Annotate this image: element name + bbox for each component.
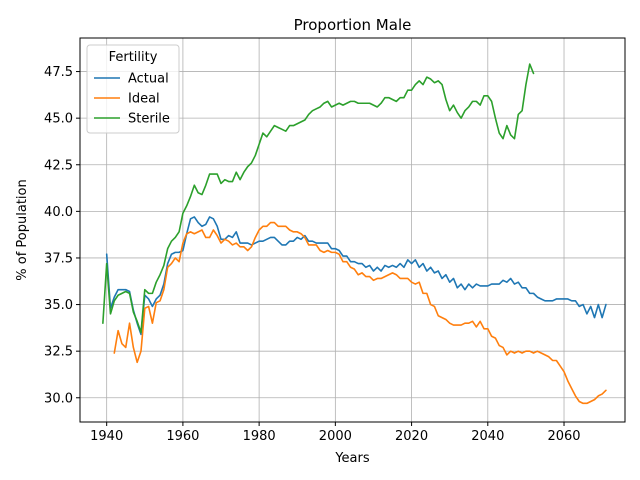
- legend: Fertility Actual Ideal Sterile: [86, 44, 180, 134]
- series-line-actual: [105, 216, 607, 336]
- series-layer: [102, 63, 607, 405]
- x-tick-label: 2000: [319, 429, 352, 444]
- y-tick-label: 32.5: [44, 345, 73, 360]
- y-axis: 30.0 32.5 35.0 37.5 40.0 42.5 45.0 47.5: [44, 65, 80, 406]
- legend-label-actual: Actual: [128, 72, 169, 87]
- x-tick-label: 2060: [547, 429, 580, 444]
- y-tick-label: 37.5: [44, 251, 73, 266]
- y-axis-label: % of Population: [15, 179, 30, 280]
- y-tick-label: 42.5: [44, 158, 73, 173]
- legend-label-sterile: Sterile: [128, 112, 170, 127]
- legend-items: Actual Ideal Sterile: [94, 72, 170, 127]
- y-tick-label: 30.0: [44, 391, 73, 406]
- x-tick-label: 2040: [471, 429, 504, 444]
- plot-frame: [79, 37, 626, 423]
- legend-box: [86, 44, 180, 134]
- grid: [80, 38, 625, 422]
- x-axis: 1940 1960 1980 2000 2020 2040 2060: [90, 422, 581, 444]
- series-line-ideal: [113, 221, 607, 405]
- x-tick-label: 1960: [166, 429, 199, 444]
- y-tick-label: 35.0: [44, 298, 73, 313]
- x-tick-label: 1940: [90, 429, 123, 444]
- legend-title: Fertility: [109, 50, 158, 65]
- chart-title: Proportion Male: [294, 16, 412, 34]
- series-line-sterile: [102, 63, 535, 334]
- x-tick-label: 2020: [395, 429, 428, 444]
- legend-label-ideal: Ideal: [128, 92, 160, 107]
- x-tick-label: 1980: [243, 429, 276, 444]
- y-tick-label: 45.0: [44, 112, 73, 127]
- y-tick-label: 47.5: [44, 65, 73, 80]
- x-axis-label: Years: [334, 451, 370, 466]
- y-tick-label: 40.0: [44, 205, 73, 220]
